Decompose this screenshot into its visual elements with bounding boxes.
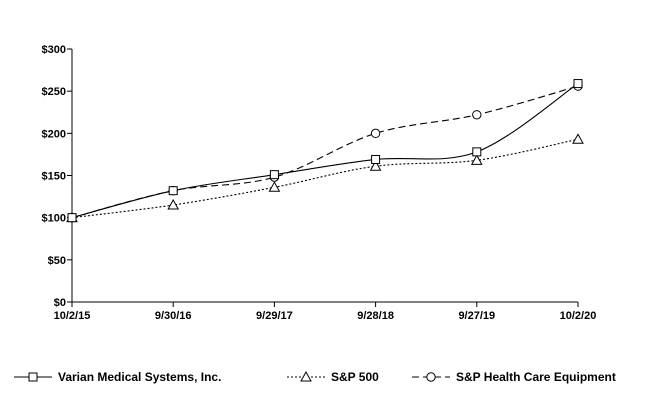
legend-marker-triangle: [300, 370, 312, 382]
series-line: [71, 85, 579, 219]
y-axis: $0 $50 $100 $150 $200 $250 $300: [42, 44, 73, 309]
x-tick-label: 9/28/18: [357, 310, 394, 322]
x-tick-label: 9/30/16: [155, 310, 192, 322]
data-point-square: [573, 79, 583, 89]
y-tick-label: $250: [42, 86, 66, 98]
data-point-triangle: [572, 133, 584, 144]
legend-item: S&P Health Care Equipment: [412, 370, 616, 384]
series-layer: [66, 79, 584, 223]
legend-label: S&P Health Care Equipment: [456, 370, 616, 384]
x-tick-label: 10/2/15: [54, 310, 91, 322]
data-point-triangle: [369, 160, 382, 171]
y-tick-label: $300: [42, 44, 66, 56]
data-point-square: [371, 154, 381, 164]
data-point-triangle: [470, 154, 483, 165]
data-point-triangle: [167, 198, 180, 210]
series-triangle: [66, 133, 584, 223]
series-square: [67, 79, 583, 223]
legend-item: S&P 500: [287, 370, 379, 384]
y-tick-label: $200: [42, 128, 66, 140]
series-line: [71, 83, 579, 219]
x-tick-label: 9/29/17: [256, 310, 293, 322]
data-point-triangle: [268, 181, 281, 192]
series-line: [71, 138, 579, 219]
data-point-square: [269, 170, 279, 180]
data-point-circle: [472, 110, 482, 120]
legend-label: Varian Medical Systems, Inc.: [58, 370, 221, 384]
data-point-circle: [370, 128, 381, 139]
y-tick-label: $0: [54, 297, 66, 309]
y-tick-label: $50: [48, 255, 66, 267]
data-point-square: [168, 186, 178, 196]
x-tick-label: 9/27/19: [458, 310, 495, 322]
legend-item: Varian Medical Systems, Inc.: [14, 370, 221, 384]
series-circle: [67, 81, 583, 223]
data-point-square: [67, 213, 77, 223]
data-point-square: [472, 147, 482, 157]
legend-marker-circle: [426, 372, 436, 382]
y-tick-label: $100: [42, 213, 66, 225]
legend: Varian Medical Systems, Inc. S&P 500 S&P H…: [14, 370, 616, 384]
x-axis: 10/2/15 9/30/16 9/29/17 9/28/18 9/27/19 10/2/…: [54, 301, 597, 322]
legend-marker-square: [28, 372, 38, 382]
x-tick-label: 10/2/20: [560, 310, 597, 322]
y-tick-label: $150: [42, 171, 66, 183]
legend-label: S&P 500: [331, 370, 379, 384]
